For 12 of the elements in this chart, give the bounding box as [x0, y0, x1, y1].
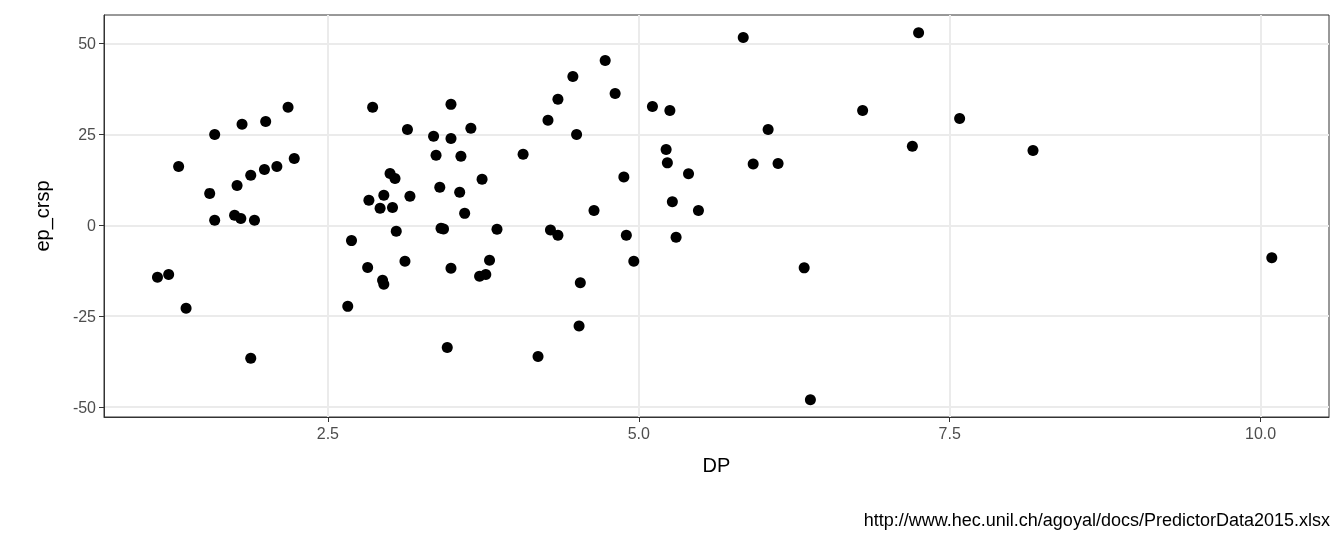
y-axis-title: ep_crsp: [31, 180, 54, 252]
y-tick-label: 0: [87, 216, 97, 234]
x-tick-label: 2.5: [316, 424, 340, 442]
x-tick-label: 10.0: [1245, 424, 1277, 442]
y-tick-label: 25: [78, 126, 97, 144]
y-tick-label: -50: [72, 398, 97, 416]
x-tick-label: 5.0: [627, 424, 650, 442]
x-axis-title: DP: [702, 454, 731, 476]
y-tick-label: 50: [78, 35, 97, 53]
text: http://www.hec.unil.ch/agoyal/docs/PredictorData2015.xlsx: [863, 510, 1331, 530]
x-tick-label: 7.5: [938, 424, 961, 442]
y-tick-label: -25: [72, 307, 97, 325]
